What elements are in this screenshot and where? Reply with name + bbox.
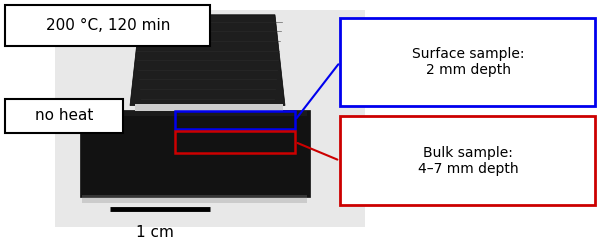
Polygon shape bbox=[80, 110, 310, 197]
Bar bbox=[340, 116, 595, 205]
Text: no heat: no heat bbox=[35, 108, 93, 123]
Bar bbox=[175, 111, 295, 129]
Bar bbox=[135, 104, 283, 111]
Bar bbox=[5, 99, 123, 133]
Bar bbox=[82, 111, 307, 116]
Bar bbox=[340, 18, 595, 106]
Bar bbox=[82, 195, 307, 203]
Text: Bulk sample:
4–7 mm depth: Bulk sample: 4–7 mm depth bbox=[418, 146, 518, 176]
Text: Surface sample:
2 mm depth: Surface sample: 2 mm depth bbox=[412, 47, 524, 77]
Polygon shape bbox=[130, 15, 285, 105]
Bar bbox=[175, 131, 295, 153]
Bar bbox=[5, 5, 210, 46]
Bar bbox=[55, 10, 365, 227]
Text: 1 cm: 1 cm bbox=[136, 225, 174, 240]
Text: 200 °C, 120 min: 200 °C, 120 min bbox=[46, 18, 170, 33]
